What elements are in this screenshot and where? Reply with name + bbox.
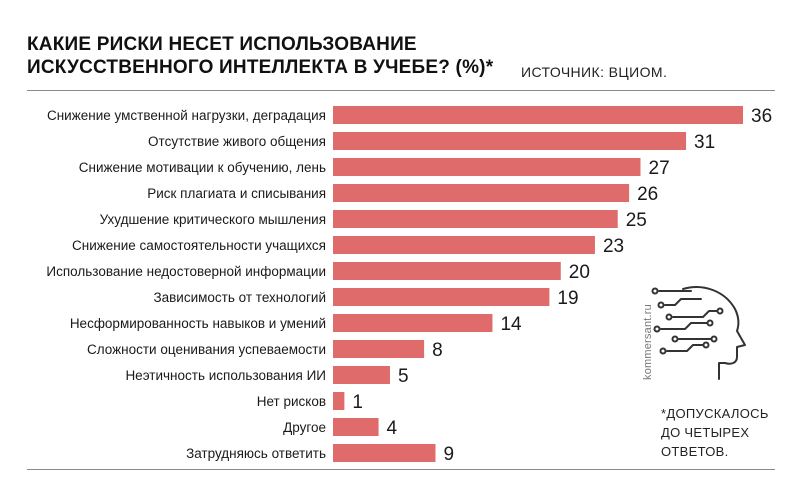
- category-label: Отсутствие живого общения: [148, 134, 326, 149]
- bar: [333, 288, 550, 306]
- category-label: Снижение умственной нагрузки, деградация: [47, 108, 326, 123]
- footnote: *ДОПУСКАЛОСЬ ДО ЧЕТЫРЕХ ОТВЕТОВ.: [661, 404, 769, 461]
- value-label: 9: [444, 444, 455, 465]
- value-label: 1: [352, 392, 363, 413]
- chart-title-line-2: ИСКУССТВЕННОГО ИНТЕЛЛЕКТА В УЧЕБЕ? (%)*: [27, 57, 494, 78]
- category-label: Снижение мотивации к обучению, лень: [79, 160, 326, 175]
- value-label: 20: [569, 262, 590, 283]
- value-label: 36: [751, 106, 772, 127]
- category-label: Сложности оценивания успеваемости: [87, 342, 326, 357]
- category-label: Риск плагиата и списывания: [147, 186, 326, 201]
- value-label: 19: [557, 288, 578, 309]
- value-label: 31: [694, 132, 715, 153]
- value-label: 25: [626, 210, 647, 231]
- bar: [333, 340, 425, 358]
- category-label: Нет рисков: [257, 394, 326, 409]
- top-divider: [27, 90, 775, 91]
- footnote-line-1: *ДОПУСКАЛОСЬ: [661, 406, 769, 421]
- category-label: Затрудняюсь ответить: [186, 446, 326, 461]
- value-label: 4: [387, 418, 398, 439]
- value-label: 27: [649, 158, 670, 179]
- bar: [333, 444, 436, 462]
- bar: [333, 184, 630, 202]
- bottom-divider: [27, 469, 775, 470]
- bar: [333, 158, 641, 176]
- category-label: Другое: [283, 420, 326, 435]
- value-label: 26: [637, 184, 658, 205]
- value-label: 5: [398, 366, 409, 387]
- bar: [333, 366, 390, 384]
- category-label: Снижение самостоятельности учащихся: [72, 238, 326, 253]
- bar: [333, 314, 493, 332]
- footnote-line-2: ДО ЧЕТЫРЕХ: [661, 425, 750, 440]
- category-label: Зависимость от технологий: [153, 290, 326, 305]
- chart-title: КАКИЕ РИСКИ НЕСЕТ ИСПОЛЬЗОВАНИЕ ИСКУССТВ…: [27, 33, 493, 79]
- bar: [333, 418, 379, 436]
- chart-title-line-1: КАКИЕ РИСКИ НЕСЕТ ИСПОЛЬЗОВАНИЕ: [27, 34, 417, 55]
- category-label: Несформированность навыков и умений: [70, 316, 326, 331]
- bar: [333, 106, 743, 124]
- value-label: 23: [603, 236, 624, 257]
- category-label: Неэтичность использования ИИ: [125, 368, 326, 383]
- bar: [333, 132, 687, 150]
- category-label: Ухудшение критического мышления: [100, 212, 326, 227]
- bar: [333, 210, 618, 228]
- bar: [333, 392, 345, 410]
- value-label: 14: [500, 314, 522, 335]
- bar: [333, 236, 595, 254]
- source-note: ИСТОЧНИК: ВЦИОМ.: [521, 64, 668, 80]
- brand-watermark: kommersant.ru: [642, 304, 654, 380]
- footnote-line-3: ОТВЕТОВ.: [661, 444, 729, 459]
- value-label: 8: [432, 340, 443, 361]
- category-label: Использование недостоверной информации: [46, 264, 326, 279]
- head-circuit-icon: [651, 286, 746, 380]
- bar: [333, 262, 561, 280]
